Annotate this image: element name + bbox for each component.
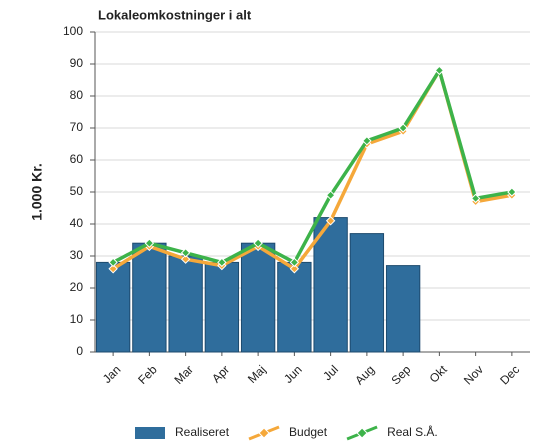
legend-swatch	[135, 427, 165, 439]
y-tick-label: 90	[70, 56, 84, 70]
x-tick-label: Sep	[388, 362, 413, 387]
marker	[253, 238, 263, 248]
y-tick-label: 50	[70, 184, 84, 198]
line	[112, 68, 513, 265]
x-tick-label: Mar	[171, 362, 196, 387]
marker	[289, 257, 300, 268]
bar	[313, 217, 348, 353]
marker	[398, 123, 408, 133]
x-tick-label: Apr	[209, 362, 232, 385]
x-tick-label: Feb	[135, 362, 160, 387]
y-tick-label: 20	[70, 280, 84, 294]
y-tick-label: 100	[63, 24, 83, 38]
chart-title: Lokaleomkostninger i alt	[98, 7, 252, 22]
bar	[349, 233, 385, 353]
y-tick-label: 0	[76, 344, 83, 358]
marker	[217, 257, 227, 268]
y-axis-label: 1.000 Kr.	[29, 163, 45, 221]
legend-label: Real S.Å.	[387, 424, 438, 439]
x-tick-label: Nov	[461, 362, 486, 387]
marker	[325, 216, 336, 226]
line	[112, 68, 513, 271]
y-tick-label: 10	[70, 312, 84, 326]
marker	[325, 190, 336, 200]
x-tick-label: Jul	[320, 362, 341, 383]
y-tick-label: 80	[70, 88, 84, 102]
x-tick-label: Jan	[100, 362, 124, 386]
x-tick-label: Jun	[281, 362, 305, 386]
y-tick-label: 60	[70, 152, 84, 166]
legend-marker	[258, 427, 270, 439]
marker	[108, 257, 118, 268]
x-tick-label: Okt	[427, 362, 451, 386]
bar	[204, 261, 240, 353]
marker	[434, 65, 445, 76]
bar	[240, 242, 276, 353]
bar	[385, 265, 421, 353]
x-tick-label: Maj	[245, 362, 269, 386]
bar	[277, 261, 312, 353]
marker	[289, 264, 300, 274]
bar	[95, 261, 131, 353]
bar	[168, 255, 203, 353]
marker	[180, 254, 191, 264]
marker	[470, 193, 481, 204]
x-tick-label: Dec	[497, 362, 522, 387]
marker	[362, 136, 372, 146]
marker	[108, 264, 118, 274]
y-tick-label: 30	[70, 248, 84, 262]
marker	[144, 238, 155, 248]
legend-marker	[356, 427, 368, 439]
bar	[132, 242, 167, 353]
marker	[507, 187, 517, 197]
legend-label: Budget	[289, 425, 328, 439]
y-tick-label: 70	[70, 120, 84, 134]
x-tick-label: Aug	[352, 362, 377, 387]
y-tick-label: 40	[70, 216, 84, 230]
legend-label: Realiseret	[175, 425, 230, 439]
marker	[180, 248, 191, 258]
